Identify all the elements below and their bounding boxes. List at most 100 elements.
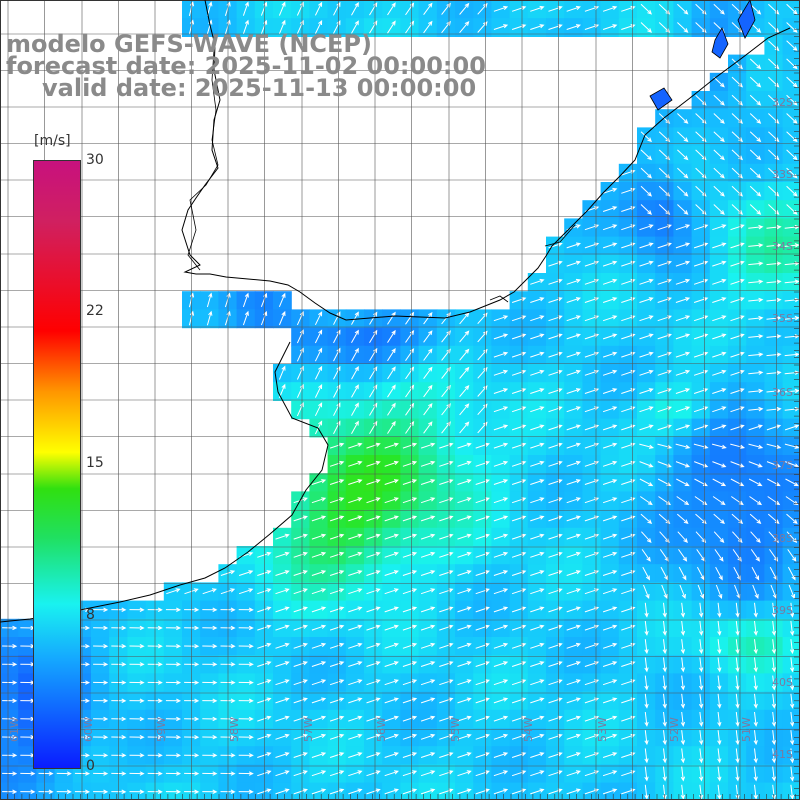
wind-arrow [602, 788, 618, 795]
wind-arrow [493, 406, 509, 413]
wind-arrow [20, 771, 36, 776]
wind-arrow [257, 715, 272, 722]
wind-arrow [202, 607, 218, 612]
wind-arrow [717, 748, 722, 764]
wind-arrow [530, 5, 545, 12]
wind-arrow [749, 149, 762, 161]
wind-arrow [129, 716, 145, 722]
wind-arrow [771, 693, 777, 709]
wind-arrow [511, 679, 527, 686]
wind-arrow [220, 625, 236, 631]
wind-arrow [329, 551, 345, 558]
wind-arrow [639, 478, 654, 487]
wind-arrow [459, 21, 470, 34]
wind-arrow [640, 185, 653, 197]
wind-arrow [493, 715, 509, 722]
wind-arrow [511, 497, 527, 504]
wind-arrow [784, 352, 800, 357]
wind-arrow [311, 752, 327, 758]
wind-arrow [351, 366, 359, 380]
wind-arrow [293, 624, 308, 631]
wind-arrow [566, 24, 581, 30]
wind-arrow [735, 711, 740, 727]
wind-arrow [206, 292, 213, 308]
wind-arrow [420, 551, 436, 558]
wind-arrow [384, 497, 399, 504]
wind-arrow [768, 94, 780, 106]
wind-arrow [566, 369, 581, 376]
wind-arrow [457, 788, 472, 795]
wind-arrow [329, 442, 345, 449]
wind-arrow [602, 460, 618, 467]
wind-arrow [2, 716, 18, 722]
wind-arrow [129, 753, 145, 758]
wind-arrow [566, 551, 581, 558]
wind-arrow [753, 620, 758, 636]
wind-arrow [712, 351, 727, 358]
wind-arrow [566, 570, 581, 576]
wind-arrow [698, 602, 704, 618]
wind-arrow [475, 570, 490, 576]
wind-arrow [366, 715, 381, 722]
wind-arrow [2, 698, 18, 703]
coastline-south [0, 341, 329, 623]
wind-arrow [384, 715, 399, 722]
lon-label: 52W [668, 717, 681, 742]
wind-arrow [329, 479, 345, 485]
wind-arrow [348, 733, 363, 740]
wind-arrow [548, 752, 563, 758]
wind-arrow [511, 588, 527, 595]
wind-arrow [475, 533, 490, 540]
wind-arrow [20, 789, 36, 794]
wind-arrow [785, 461, 800, 468]
wind-arrow [602, 697, 618, 704]
wind-arrow [493, 588, 509, 595]
wind-arrow [548, 588, 563, 595]
wind-arrow [675, 369, 691, 376]
wind-arrow [731, 131, 744, 143]
wind-arrow [566, 333, 581, 340]
wind-arrow [493, 551, 509, 558]
wind-arrow [644, 748, 649, 764]
wind-arrow [644, 730, 649, 746]
wind-arrow [459, 2, 470, 15]
wind-arrow [329, 515, 345, 522]
wind-arrow [677, 149, 689, 161]
wind-arrow [644, 766, 649, 782]
wind-arrow [677, 113, 689, 124]
wind-arrow [420, 570, 436, 576]
wind-arrow [713, 76, 725, 88]
wind-arrow [789, 748, 795, 764]
wind-arrow [257, 606, 272, 613]
wind-arrow [402, 661, 418, 667]
wind-arrow [475, 497, 490, 504]
wind-arrow [530, 333, 545, 340]
wind-arrow [238, 607, 254, 612]
wind-arrow [680, 639, 686, 655]
wind-arrow [405, 2, 415, 16]
wind-arrow [439, 442, 454, 449]
wind-arrow [2, 771, 18, 776]
wind-arrow [644, 639, 649, 655]
wind-arrow [730, 242, 745, 249]
wind-arrow [493, 351, 509, 358]
wind-arrow [293, 770, 308, 777]
wind-arrow [293, 515, 308, 522]
wind-arrow [293, 606, 308, 613]
wind-arrow [530, 770, 545, 777]
wind-arrow [439, 479, 454, 485]
wind-arrow [457, 679, 472, 686]
wind-arrow [457, 442, 472, 449]
wind-arrow [242, 292, 249, 308]
wind-arrow [748, 224, 764, 230]
wind-arrow [184, 588, 199, 595]
wind-arrow [602, 388, 618, 394]
wind-arrow [2, 789, 18, 794]
wind-arrow [548, 715, 563, 722]
wind-arrow [202, 680, 218, 685]
wind-arrow [789, 602, 795, 618]
wind-arrow [93, 698, 109, 703]
wind-arrow [366, 752, 381, 758]
wind-arrow [275, 606, 290, 613]
